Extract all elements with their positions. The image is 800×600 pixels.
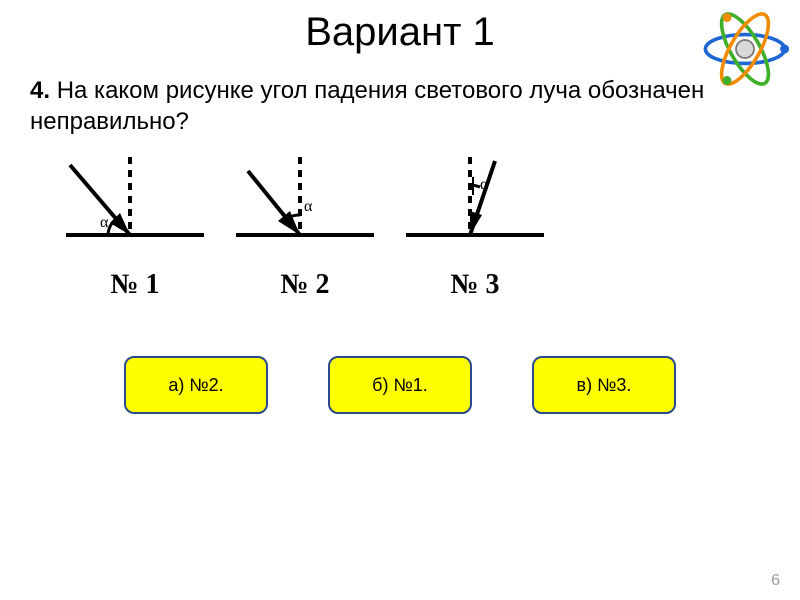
answer-a-label: а) №2. xyxy=(168,375,223,396)
diagram-1: α № 1 xyxy=(50,157,220,301)
diagram-1-label: № 1 xyxy=(50,269,220,301)
diagram-3: α № 3 xyxy=(390,157,560,301)
answers-row: а) №2. б) №1. в) №3. xyxy=(0,356,800,414)
answer-c-button[interactable]: в) №3. xyxy=(532,356,676,414)
diagram-2: α № 2 xyxy=(220,157,390,301)
atom-icon xyxy=(700,4,790,94)
diagram-2-label: № 2 xyxy=(220,269,390,301)
svg-text:α: α xyxy=(100,214,109,231)
question-body: На каком рисунке угол падения светового … xyxy=(30,77,704,135)
question-number: 4. xyxy=(30,77,50,104)
svg-text:α: α xyxy=(304,198,313,215)
diagram-3-label: № 3 xyxy=(390,269,560,301)
answer-c-label: в) №3. xyxy=(577,375,632,396)
diagrams-row: α № 1 α № 2 α № 3 xyxy=(0,137,800,301)
answer-a-button[interactable]: а) №2. xyxy=(124,356,268,414)
svg-text:α: α xyxy=(480,176,489,193)
answer-b-label: б) №1. xyxy=(372,375,428,396)
question-text: 4. На каком рисунке угол падения светово… xyxy=(0,55,800,137)
page-title: Вариант 1 xyxy=(0,0,800,55)
answer-b-button[interactable]: б) №1. xyxy=(328,356,472,414)
page-number: 6 xyxy=(771,572,780,590)
